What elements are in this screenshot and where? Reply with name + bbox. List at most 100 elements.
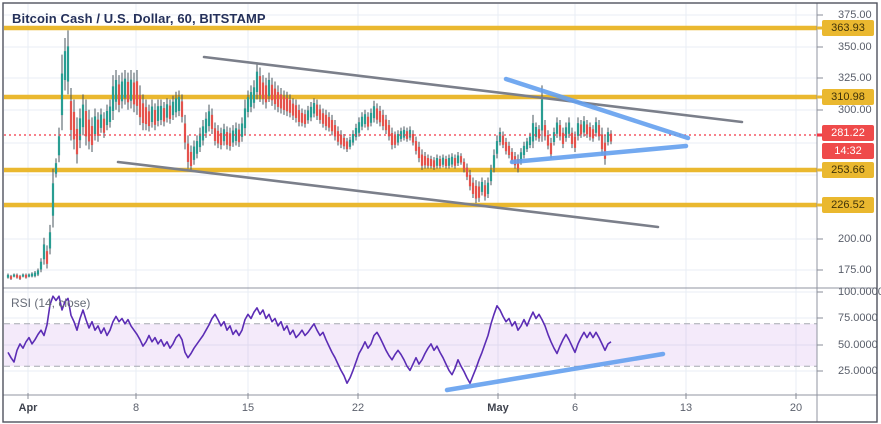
candle-body [189, 151, 193, 167]
trendline-descending-channel-upper[interactable] [202, 55, 744, 124]
candle-body [243, 108, 247, 129]
candle-body [519, 152, 523, 162]
candle-body [588, 127, 592, 137]
candle-body [252, 87, 256, 103]
trendline-wedge-support[interactable] [509, 143, 689, 165]
candle-body [258, 76, 262, 96]
trendline-wedge-resistance[interactable] [503, 76, 691, 141]
candle-body [450, 156, 454, 165]
candle-body [549, 143, 553, 155]
candle-body [123, 78, 127, 98]
candle-body [81, 104, 85, 128]
candle-body [291, 103, 295, 116]
level-price-badge: 363.93 [822, 20, 874, 36]
candle-body [12, 274, 16, 277]
time-axis-label: May [487, 402, 509, 414]
candle-body [504, 142, 508, 152]
time-axis-label: 22 [351, 402, 365, 414]
candle-body [432, 160, 436, 168]
candle-body [192, 146, 196, 160]
rsi-indicator-label[interactable]: RSI (14, close) [11, 296, 91, 310]
candle-body [582, 121, 586, 133]
candle-body [273, 88, 277, 105]
candle-body [138, 95, 142, 118]
candle-body [198, 133, 202, 148]
candle-body [132, 82, 136, 105]
level-price-badge: 226.52 [822, 197, 874, 213]
candle-body [534, 127, 538, 137]
last-price-axis-tick [817, 133, 822, 137]
candle-body [108, 106, 112, 123]
candle-body [396, 134, 400, 143]
time-axis-label: 20 [789, 402, 803, 414]
candle-body [327, 117, 331, 128]
candle-body [120, 81, 124, 102]
candle-body [57, 136, 61, 156]
candle-body [591, 129, 595, 139]
candle-body [564, 127, 568, 138]
candle-body [546, 135, 550, 146]
candle-body [600, 134, 604, 150]
candle-body [567, 122, 571, 134]
candle-body [180, 101, 184, 117]
time-axis-label: 8 [132, 402, 140, 414]
candle-body [51, 183, 55, 216]
rsi-axis-label: 25.0000 [838, 365, 878, 377]
time-axis-label: 13 [679, 402, 693, 414]
candle-body [126, 81, 130, 103]
candle-body [219, 133, 223, 146]
time-axis-label: 6 [571, 402, 579, 414]
candle-body [36, 270, 40, 275]
candle-body [462, 161, 466, 170]
symbol-title[interactable]: Bitcoin Cash / U.S. Dollar, 60, BITSTAMP [12, 11, 266, 26]
candle-body [594, 122, 598, 133]
candle-body [441, 157, 445, 165]
trendline-descending-channel-lower[interactable] [116, 160, 660, 229]
candle-body [210, 114, 214, 129]
candle-body [516, 159, 520, 169]
candle-body [105, 111, 109, 126]
candle-body [255, 71, 259, 93]
candle-body [543, 125, 547, 137]
candle-body [309, 106, 313, 118]
candle-body [216, 130, 220, 144]
candle-body [153, 110, 157, 125]
level-axis-tick [817, 26, 822, 30]
rsi-axis-label: 50.0000 [838, 339, 878, 351]
candle-body [351, 134, 355, 143]
candle-body [492, 155, 496, 168]
candle-body [39, 261, 43, 270]
candle-body [186, 143, 190, 162]
rsi-line [7, 295, 612, 385]
candle-body [366, 116, 370, 127]
candle-body [33, 272, 37, 277]
time-axis-label: 15 [241, 402, 255, 414]
candle-body [177, 96, 181, 111]
candle-body [63, 51, 67, 81]
candle-body [144, 107, 148, 125]
candle-body [30, 273, 34, 277]
candle-body [66, 46, 70, 82]
candle-body [528, 136, 532, 146]
candle-body [42, 244, 46, 260]
rsi-band [4, 323, 817, 367]
candle-body [585, 124, 589, 135]
candle-body [339, 134, 343, 145]
candle-body [426, 158, 430, 166]
candle-body [240, 123, 244, 137]
candle-body [597, 125, 601, 137]
candle-body [282, 96, 286, 110]
trendline-rsi-support[interactable] [444, 351, 666, 393]
candle-body [270, 84, 274, 101]
candle-body [306, 110, 310, 121]
candle-body [228, 133, 232, 147]
price-axis-label: 200.00 [838, 233, 872, 245]
candle-body [387, 125, 391, 137]
candle-body [201, 126, 205, 141]
price-axis-label: 325.00 [838, 72, 872, 84]
candle-body [249, 92, 253, 107]
candle-body [552, 132, 556, 142]
candle-body [72, 111, 76, 140]
